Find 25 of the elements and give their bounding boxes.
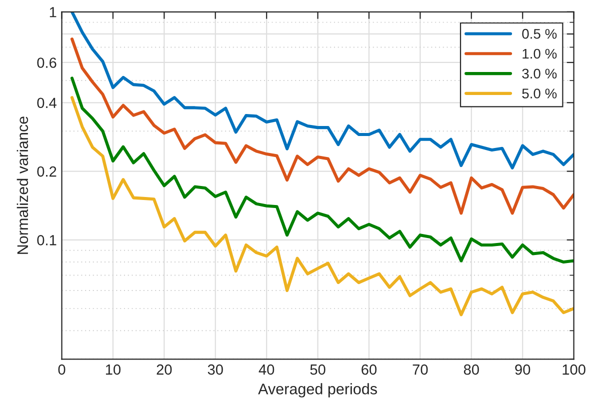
y-tick-label: 1 — [50, 7, 56, 18]
legend-label: 3.0 % — [522, 68, 557, 79]
x-tick-label: 50 — [310, 364, 326, 375]
x-tick-label: 60 — [362, 364, 377, 375]
y-tick-label: 0.2 — [37, 166, 56, 177]
x-tick-label: 0 — [58, 364, 66, 375]
legend-label: 5.0 % — [522, 88, 557, 98]
y-axis-title: Normalized variance — [16, 116, 28, 254]
x-tick-label: 40 — [258, 364, 274, 375]
y-tick-label: 0.4 — [37, 98, 56, 108]
x-tick-label: 10 — [106, 364, 121, 375]
line-series — [70, 38, 574, 215]
x-tick-label: 90 — [515, 364, 530, 375]
legend-label: 1.0 % — [522, 48, 557, 59]
x-tick-label: 70 — [412, 364, 428, 375]
x-tick-label: 100 — [562, 364, 586, 375]
line-series — [70, 76, 574, 264]
line-series — [70, 12, 574, 170]
x-tick-label: 80 — [464, 364, 479, 375]
x-axis-title: Averaged periods — [258, 383, 377, 398]
y-tick-label: 0.6 — [37, 58, 56, 68]
x-tick-label: 30 — [208, 364, 223, 375]
y-tick-label: 0.1 — [37, 235, 56, 246]
legend-label: 0.5 % — [522, 28, 557, 39]
x-tick-label: 20 — [156, 364, 172, 375]
